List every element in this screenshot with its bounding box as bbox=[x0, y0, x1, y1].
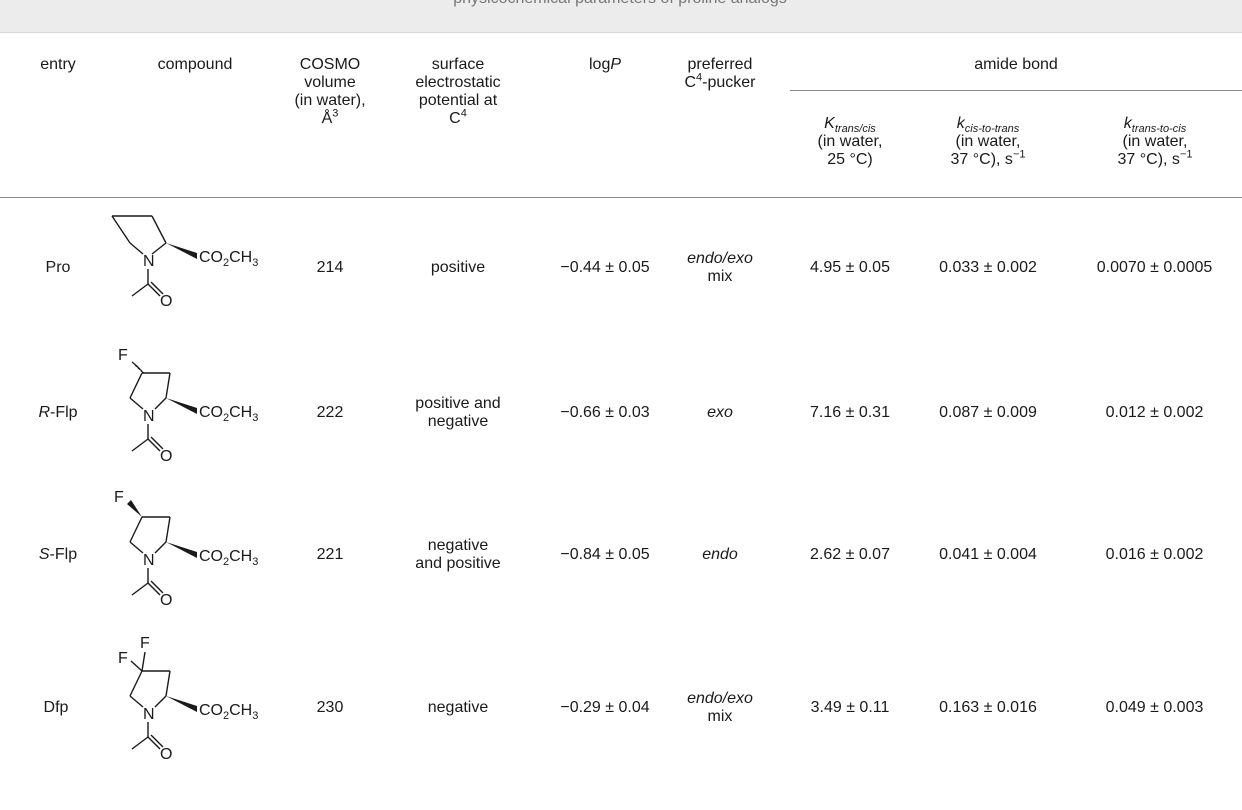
svg-text:O: O bbox=[160, 746, 172, 763]
header-logp: logP bbox=[560, 56, 650, 74]
header-bottom-rule bbox=[0, 197, 1242, 198]
row-3-structure: F N CO2CH3 O bbox=[114, 489, 258, 609]
row-1-pucker: endo/exo mix bbox=[687, 250, 753, 285]
row-1-k-ct: 0.033 ± 0.002 bbox=[939, 259, 1037, 276]
header-logp-italic: P bbox=[610, 56, 622, 73]
row-1-k-tc: 0.0070 ± 0.0005 bbox=[1096, 259, 1213, 276]
row-4-logp: −0.29 ± 0.04 bbox=[560, 699, 650, 716]
svg-text:N: N bbox=[143, 253, 155, 270]
svg-text:CO2CH3: CO2CH3 bbox=[199, 404, 258, 424]
svg-text:O: O bbox=[160, 293, 172, 310]
row-2-pucker: exo bbox=[707, 404, 733, 421]
top-caption-bar: physicochemical parameters of proline an… bbox=[0, 0, 1242, 33]
header-esp-l4: C bbox=[449, 110, 461, 127]
k-tc-symbol: k bbox=[1123, 115, 1132, 132]
header-esp-l2: electrostatic bbox=[415, 74, 501, 91]
header-volume-l1: COSMO bbox=[299, 56, 361, 73]
table-caption-fragment: physicochemical parameters of proline an… bbox=[300, 0, 940, 8]
svg-text:CO2CH3: CO2CH3 bbox=[199, 548, 258, 568]
header-k-tc: ktrans-to-cis (in water, 37 °C), s−1 bbox=[1080, 115, 1230, 169]
row-2-k-ratio: 7.16 ± 0.31 bbox=[810, 404, 890, 421]
header-logp-prefix: log bbox=[588, 56, 611, 73]
row-3-pucker: endo bbox=[702, 546, 738, 563]
row-4-entry: Dfp bbox=[43, 699, 69, 716]
row-1-k-ratio: 4.95 ± 0.05 bbox=[810, 259, 890, 276]
header-esp-l1: surface bbox=[431, 56, 485, 73]
row-2-k-ct: 0.087 ± 0.009 bbox=[939, 404, 1037, 421]
row-1-structure: N CO2CH3 O bbox=[111, 215, 258, 310]
svg-text:F: F bbox=[118, 650, 128, 667]
row-1-esp: positive bbox=[430, 259, 486, 276]
row-1-logp: −0.44 ± 0.05 bbox=[560, 259, 650, 276]
k-ct-l2: (in water, bbox=[955, 133, 1021, 150]
row-3-logp: −0.84 ± 0.05 bbox=[560, 546, 650, 563]
row-3-volume: 221 bbox=[316, 546, 344, 563]
header-amide-group: amide bond bbox=[974, 56, 1058, 73]
k-tc-l2: (in water, bbox=[1122, 133, 1188, 150]
k-ratio-l3: 25 °C) bbox=[827, 151, 873, 168]
k-ratio-symbol: K bbox=[824, 115, 835, 132]
header-k-ratio: Ktrans/cis (in water, 25 °C) bbox=[790, 115, 910, 169]
row-4-esp: negative bbox=[427, 699, 489, 716]
k-ratio-subscript: trans/cis bbox=[834, 123, 876, 136]
header-k-ct: kcis-to-trans (in water, 37 °C), s−1 bbox=[918, 115, 1058, 169]
svg-text:O: O bbox=[160, 592, 172, 609]
header-pucker-l1: preferred bbox=[687, 56, 753, 73]
row-3-k-ratio: 2.62 ± 0.07 bbox=[810, 546, 890, 563]
row-4-pucker: endo/exo mix bbox=[687, 690, 753, 725]
row-4-k-ratio: 3.49 ± 0.11 bbox=[810, 699, 890, 716]
row-4-k-tc: 0.049 ± 0.003 bbox=[1105, 699, 1204, 716]
svg-text:CO2CH3: CO2CH3 bbox=[199, 702, 258, 722]
k-tc-subscript: trans-to-cis bbox=[1131, 123, 1187, 136]
svg-text:N: N bbox=[143, 706, 155, 723]
row-4-volume: 230 bbox=[316, 699, 344, 716]
row-3-esp: negative and positive bbox=[415, 537, 501, 572]
row-2-volume: 222 bbox=[316, 404, 344, 421]
amide-group-rule bbox=[790, 90, 1242, 91]
svg-text:CO2CH3: CO2CH3 bbox=[199, 249, 258, 269]
svg-text:N: N bbox=[143, 408, 155, 425]
header-esp-l3: potential at bbox=[418, 92, 498, 109]
row-2-entry: R-Flp bbox=[38, 404, 78, 421]
header-esp: surface electrostatic potential at C4 bbox=[398, 56, 518, 128]
header-entry: entry bbox=[40, 56, 76, 73]
header-pucker-l2: -pucker bbox=[702, 74, 756, 91]
row-3-k-tc: 0.016 ± 0.002 bbox=[1105, 546, 1204, 563]
row-3-entry: S-Flp bbox=[38, 546, 78, 563]
row-3-k-ct: 0.041 ± 0.004 bbox=[939, 546, 1037, 563]
row-1-entry: Pro bbox=[45, 259, 71, 276]
row-2-structure: F N CO2CH3 O bbox=[118, 347, 258, 465]
header-volume: COSMO volume (in water), Å3 bbox=[280, 56, 380, 128]
header-compound: compound bbox=[157, 56, 233, 73]
header-volume-unit: Å bbox=[321, 110, 333, 127]
header-volume-l3: (in water), bbox=[294, 92, 366, 109]
header-pucker-c: C bbox=[684, 74, 697, 91]
k-ct-l3: 37 °C), s bbox=[950, 151, 1013, 168]
svg-text:F: F bbox=[114, 489, 124, 506]
svg-text:O: O bbox=[160, 448, 172, 465]
svg-text:F: F bbox=[140, 635, 150, 652]
header-pucker: preferred C4-pucker bbox=[670, 56, 770, 92]
row-4-k-ct: 0.163 ± 0.016 bbox=[939, 699, 1037, 716]
row-4-structure: F F N CO2CH3 O bbox=[118, 635, 258, 763]
row-1-volume: 214 bbox=[316, 259, 344, 276]
svg-text:N: N bbox=[143, 552, 155, 569]
svg-text:F: F bbox=[118, 347, 128, 364]
row-2-k-tc: 0.012 ± 0.002 bbox=[1105, 404, 1204, 421]
row-2-logp: −0.66 ± 0.03 bbox=[560, 404, 650, 421]
k-ct-subscript: cis-to-trans bbox=[964, 123, 1020, 136]
k-ct-symbol: k bbox=[956, 115, 965, 132]
header-volume-l2: volume bbox=[304, 74, 356, 91]
row-2-esp: positive and negative bbox=[415, 395, 501, 430]
k-tc-l3: 37 °C), s bbox=[1117, 151, 1180, 168]
k-ratio-l2: (in water, bbox=[817, 133, 883, 150]
